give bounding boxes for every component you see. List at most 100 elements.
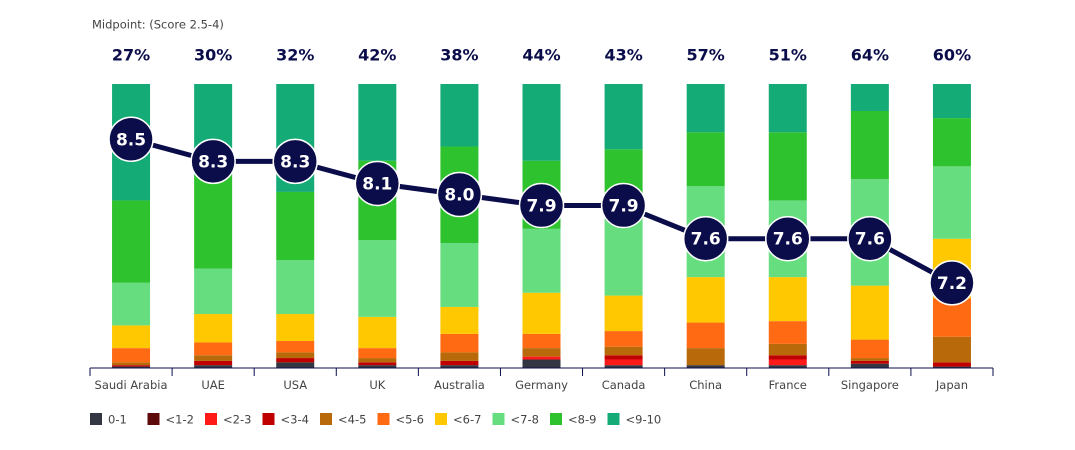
bar-segment xyxy=(522,84,561,161)
x-tick-label: Australia xyxy=(433,378,485,392)
legend-label: <5-6 xyxy=(396,413,424,427)
bar-segment xyxy=(194,355,233,361)
legend-label: <1-2 xyxy=(166,413,194,427)
top-box-label: 60% xyxy=(933,46,971,65)
bar-segment xyxy=(932,336,971,363)
bar-segment xyxy=(768,132,807,201)
bar-segment xyxy=(358,316,397,349)
bar-segment xyxy=(768,343,807,356)
bar-segment xyxy=(604,295,643,332)
score-label: 8.3 xyxy=(280,152,310,172)
bar-segment xyxy=(440,352,479,361)
bar-segment xyxy=(850,363,889,368)
legend-swatch xyxy=(90,413,102,425)
bar-segment xyxy=(686,348,725,366)
bar-segment xyxy=(522,356,561,360)
x-tick-label: Canada xyxy=(601,378,646,392)
score-marker xyxy=(929,260,975,306)
x-tick-label: Saudi Arabia xyxy=(94,378,168,392)
legend-swatch xyxy=(205,413,217,425)
score-marker xyxy=(272,138,318,185)
bar-segment xyxy=(112,325,151,349)
bar-segment xyxy=(276,314,315,342)
top-box-label: 43% xyxy=(604,46,642,65)
score-label: 7.6 xyxy=(691,230,721,250)
score-marker xyxy=(847,215,893,262)
bar-segment xyxy=(276,191,315,261)
bar-segment xyxy=(768,359,807,366)
top-box-label: 44% xyxy=(522,46,560,65)
bar-segment xyxy=(686,277,725,323)
score-label: 7.9 xyxy=(526,197,556,217)
bar-segment xyxy=(112,366,151,368)
bar-segment xyxy=(604,331,643,347)
bar-segment xyxy=(932,166,971,239)
bar-segment xyxy=(522,228,561,293)
bar-segment xyxy=(112,362,151,366)
x-tick-label: UK xyxy=(369,378,386,392)
bar-segment xyxy=(686,365,725,368)
bar-segment xyxy=(850,84,889,111)
bar-segment xyxy=(850,110,889,180)
bar-segment xyxy=(932,84,971,119)
score-marker xyxy=(354,160,401,207)
legend-label: <9-10 xyxy=(626,413,662,427)
bar-segment xyxy=(686,322,725,349)
bar-segment xyxy=(194,342,233,356)
top-box-label: 64% xyxy=(851,46,889,65)
bar-segment xyxy=(194,360,233,366)
score-label: 7.6 xyxy=(855,230,885,250)
legend-swatch xyxy=(377,413,390,425)
bar-segment xyxy=(276,362,315,368)
score-label: 8.1 xyxy=(362,174,392,194)
top-box-label: 30% xyxy=(194,46,232,65)
bar-segment xyxy=(358,240,397,317)
bar-segment xyxy=(440,306,479,334)
legend-swatch xyxy=(262,413,275,425)
score-marker xyxy=(518,182,565,229)
bar-segment xyxy=(358,362,397,366)
legend-swatch xyxy=(607,413,620,425)
bar-segment xyxy=(112,348,151,363)
legend-label: <3-4 xyxy=(281,413,309,427)
score-marker xyxy=(436,171,483,218)
chart-subtitle: Midpoint: (Score 2.5-4) xyxy=(92,18,224,32)
bar-segment xyxy=(358,348,397,359)
legend-label: <6-7 xyxy=(453,413,481,427)
bar-segment xyxy=(604,365,643,368)
score-marker xyxy=(600,182,647,229)
bar-segment xyxy=(440,84,479,147)
bar-segment xyxy=(932,362,971,367)
bar-segment xyxy=(276,260,315,315)
score-marker xyxy=(190,138,236,185)
bar-segment xyxy=(522,333,561,349)
top-box-label: 32% xyxy=(276,46,314,65)
bar-segment xyxy=(768,277,807,322)
top-box-label: 42% xyxy=(358,46,396,65)
legend-label: <4-5 xyxy=(338,413,366,427)
bar-segment xyxy=(522,348,561,357)
bar-segment xyxy=(850,339,889,359)
bar-segment xyxy=(440,360,479,366)
bar-segment xyxy=(768,321,807,344)
bar-segment xyxy=(194,268,233,315)
bar-segment xyxy=(112,200,151,283)
x-tick-label: Germany xyxy=(515,378,568,392)
bar-segment xyxy=(112,365,151,367)
legend-swatch xyxy=(492,413,505,425)
top-box-label: 27% xyxy=(112,46,150,65)
bar-segment xyxy=(194,174,233,269)
bar-segment xyxy=(686,132,725,187)
top-box-label: 57% xyxy=(687,46,725,65)
score-marker xyxy=(765,215,811,262)
bar-segment xyxy=(440,365,479,368)
bar-segment xyxy=(768,84,807,133)
legend-swatch xyxy=(435,413,447,425)
bar-segment xyxy=(850,358,889,361)
bar-segment xyxy=(850,285,889,340)
bar-segment xyxy=(112,282,151,326)
legend-swatch xyxy=(147,413,160,425)
score-marker xyxy=(682,215,729,262)
bar-segment xyxy=(522,359,561,368)
bar-segment xyxy=(358,365,397,368)
